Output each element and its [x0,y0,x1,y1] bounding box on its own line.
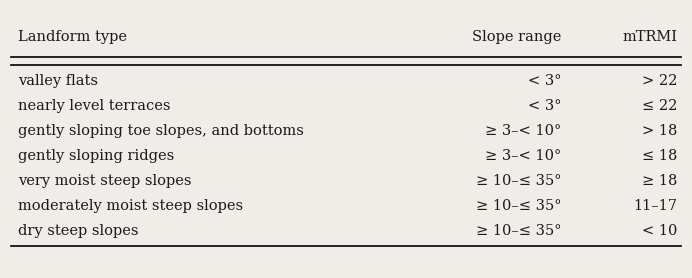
Text: ≤ 22: ≤ 22 [642,99,677,113]
Text: valley flats: valley flats [18,74,98,88]
Text: Slope range: Slope range [472,29,561,44]
Text: ≥ 3–< 10°: ≥ 3–< 10° [485,149,561,163]
Text: 11–17: 11–17 [634,199,677,214]
Text: nearly level terraces: nearly level terraces [18,99,170,113]
Text: ≤ 18: ≤ 18 [642,149,677,163]
Text: dry steep slopes: dry steep slopes [18,225,138,239]
Text: ≥ 10–≤ 35°: ≥ 10–≤ 35° [476,225,561,239]
Text: ≥ 10–≤ 35°: ≥ 10–≤ 35° [476,174,561,188]
Text: gently sloping ridges: gently sloping ridges [18,149,174,163]
Text: ≥ 3–< 10°: ≥ 3–< 10° [485,124,561,138]
Text: > 18: > 18 [642,124,677,138]
Text: ≥ 18: ≥ 18 [642,174,677,188]
Text: mTRMI: mTRMI [623,29,677,44]
Text: < 3°: < 3° [528,99,561,113]
Text: gently sloping toe slopes, and bottoms: gently sloping toe slopes, and bottoms [18,124,304,138]
Text: very moist steep slopes: very moist steep slopes [18,174,192,188]
Text: moderately moist steep slopes: moderately moist steep slopes [18,199,243,214]
Text: ≥ 10–≤ 35°: ≥ 10–≤ 35° [476,199,561,214]
Text: < 10: < 10 [642,225,677,239]
Text: > 22: > 22 [642,74,677,88]
Text: Landform type: Landform type [18,29,127,44]
Text: < 3°: < 3° [528,74,561,88]
